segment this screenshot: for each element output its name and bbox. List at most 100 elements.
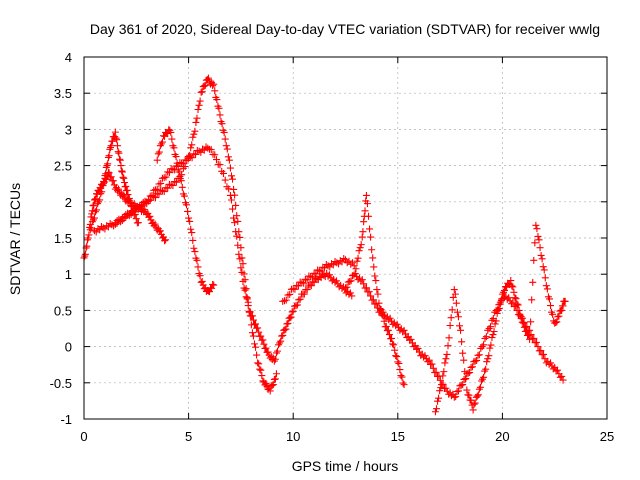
data-point: [194, 263, 202, 271]
data-point: [143, 200, 151, 208]
data-point: [116, 155, 124, 163]
data-point: [530, 334, 538, 342]
data-point: [234, 217, 242, 225]
data-point: [118, 214, 126, 222]
data-point: [81, 252, 89, 260]
data-markers: [80, 74, 569, 416]
data-point: [106, 144, 114, 151]
data-point: [189, 236, 197, 244]
data-point: [183, 201, 191, 209]
data-point: [187, 225, 195, 233]
data-point: [407, 335, 415, 343]
data-point: [457, 381, 465, 389]
data-point: [441, 359, 449, 367]
data-point: [371, 272, 379, 280]
data-point: [88, 207, 96, 215]
axis-ticks: 0 5 10 15 20 25 -1 -0.5 0 0.5 1 1.5 2 2.5 3 3.5 4: [50, 50, 615, 444]
data-point: [400, 326, 408, 334]
data-point: [113, 136, 121, 144]
data-point: [530, 256, 538, 264]
data-point: [465, 391, 473, 399]
data-point: [300, 290, 308, 298]
data-point: [292, 302, 300, 310]
data-point: [125, 212, 133, 220]
data-point: [481, 334, 489, 342]
data-point: [247, 321, 255, 329]
data-point: [113, 217, 121, 225]
data-point: [447, 314, 455, 322]
data-point: [453, 308, 461, 316]
data-point: [351, 270, 359, 278]
data-point: [353, 257, 361, 265]
data-point: [552, 318, 560, 326]
series-arc-5: [153, 126, 218, 296]
data-point: [93, 206, 101, 214]
data-point: [168, 135, 176, 143]
data-point: [192, 118, 200, 126]
data-point: [187, 144, 195, 152]
data-point: [85, 231, 93, 239]
data-point: [120, 214, 128, 222]
data-point: [444, 342, 452, 350]
data-point: [296, 295, 304, 303]
data-point: [169, 182, 177, 189]
data-point: [151, 194, 159, 202]
data-point: [122, 182, 130, 190]
data-point: [167, 165, 175, 173]
data-point: [127, 198, 135, 206]
data-point: [473, 392, 481, 400]
data-point: [239, 260, 247, 268]
data-point: [266, 387, 274, 395]
data-point: [380, 317, 388, 325]
data-point: [451, 290, 459, 298]
data-point: [460, 375, 468, 383]
data-point: [485, 352, 493, 360]
data-point: [529, 278, 537, 286]
data-point: [124, 211, 132, 219]
data-point: [84, 234, 92, 242]
data-point: [537, 251, 545, 259]
series-arc-3: [90, 143, 356, 365]
data-point: [467, 363, 475, 371]
data-point: [210, 80, 218, 88]
data-point: [211, 87, 219, 95]
data-point: [421, 352, 429, 360]
data-point: [262, 344, 270, 352]
data-point: [475, 351, 483, 359]
data-point: [388, 334, 396, 342]
data-point: [194, 106, 202, 113]
data-point: [172, 178, 180, 186]
data-point: [284, 319, 292, 327]
data-point: [254, 324, 262, 332]
data-point: [255, 360, 263, 368]
data-point: [158, 174, 166, 182]
data-point: [362, 284, 370, 292]
data-point: [185, 214, 193, 222]
data-point: [487, 341, 495, 349]
data-point: [392, 352, 400, 360]
data-point: [340, 255, 348, 263]
data-point: [136, 202, 144, 210]
data-point: [414, 344, 422, 352]
data-point: [164, 184, 172, 192]
data-point: [252, 343, 260, 351]
data-point: [249, 316, 257, 324]
data-point: [386, 314, 394, 322]
data-point: [366, 225, 374, 233]
data-point: [233, 212, 241, 220]
data-point: [255, 328, 263, 336]
data-point: [118, 167, 126, 175]
data-point: [522, 327, 530, 335]
data-point: [218, 120, 226, 128]
data-point: [342, 284, 349, 292]
data-point: [181, 163, 189, 170]
data-point: [264, 348, 272, 356]
data-point: [432, 368, 440, 376]
data-point: [132, 205, 140, 213]
data-point: [547, 359, 555, 367]
data-point: [104, 160, 112, 168]
data-point: [437, 384, 445, 392]
data-point: [224, 153, 232, 161]
data-point: [230, 185, 238, 193]
data-point: [520, 323, 528, 331]
